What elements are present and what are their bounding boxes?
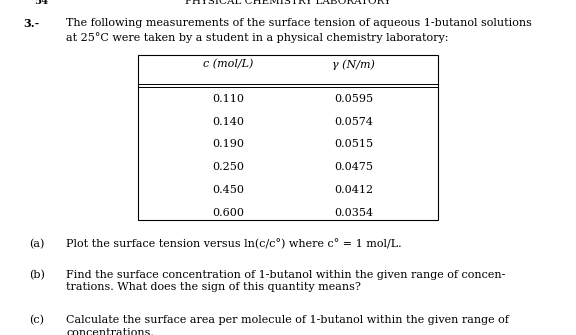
Text: 0.450: 0.450	[212, 185, 244, 195]
Text: 54: 54	[35, 0, 49, 6]
Text: 0.0574: 0.0574	[335, 117, 373, 127]
Text: γ (N/m): γ (N/m)	[332, 59, 376, 70]
Text: (a): (a)	[29, 239, 44, 249]
Text: 0.110: 0.110	[212, 94, 244, 104]
Text: Calculate the surface area per molecule of 1-butanol within the given range of
c: Calculate the surface area per molecule …	[66, 315, 509, 335]
Text: 3.-: 3.-	[23, 18, 39, 29]
Text: Find the surface concentration of 1-butanol within the given range of concen-
tr: Find the surface concentration of 1-buta…	[66, 270, 506, 292]
Text: PHYSICAL CHEMISTRY LABORATORY: PHYSICAL CHEMISTRY LABORATORY	[185, 0, 391, 6]
Text: 0.600: 0.600	[212, 208, 244, 218]
Text: Plot the surface tension versus ln(c/c°) where c° = 1 mol/L.: Plot the surface tension versus ln(c/c°)…	[66, 239, 402, 250]
Text: 0.0475: 0.0475	[335, 162, 373, 172]
Text: 0.0354: 0.0354	[334, 208, 373, 218]
Text: 0.250: 0.250	[212, 162, 244, 172]
Text: c (mol/L): c (mol/L)	[203, 59, 253, 70]
Bar	[138, 55, 438, 220]
Text: 0.140: 0.140	[212, 117, 244, 127]
Text: 0.0515: 0.0515	[334, 139, 373, 149]
Text: The following measurements of the surface tension of aqueous 1-butanol solutions: The following measurements of the surfac…	[66, 18, 532, 43]
Text: (c): (c)	[29, 315, 44, 325]
Text: 0.190: 0.190	[212, 139, 244, 149]
Text: 0.0595: 0.0595	[334, 94, 373, 104]
Text: 0.0412: 0.0412	[334, 185, 373, 195]
Text: (b): (b)	[29, 270, 45, 280]
